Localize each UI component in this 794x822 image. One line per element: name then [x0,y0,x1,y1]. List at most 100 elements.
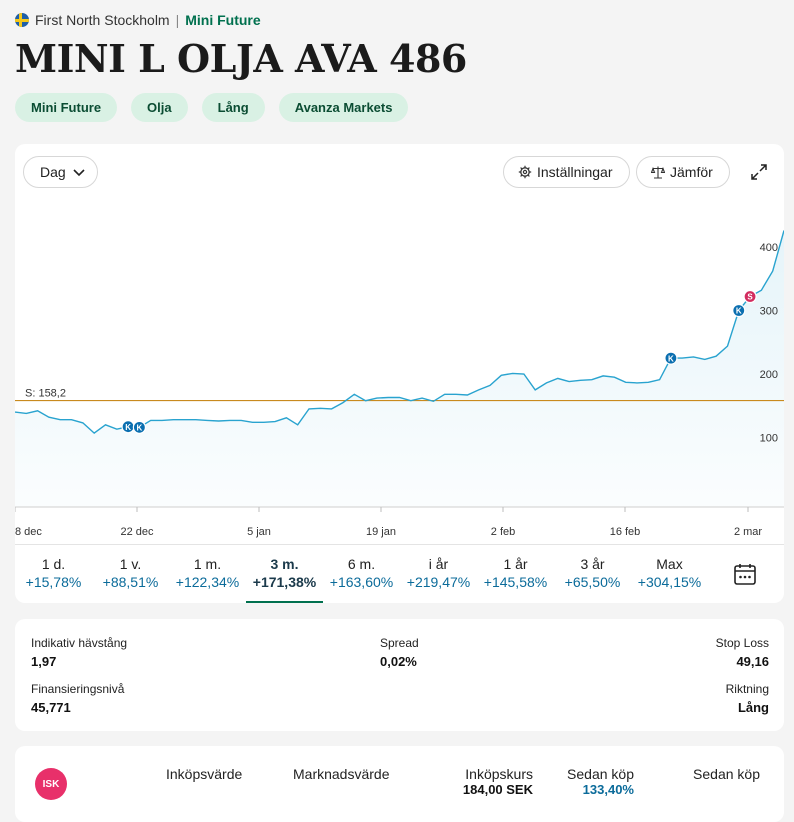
buy-marker: K [132,420,146,434]
period-value: +219,47% [406,574,471,590]
period-selector: 1 d. +15,78% 1 v. +88,51% 1 m. +122,34% 3 m… [15,544,784,603]
stop-loss-label: S: 158,2 [25,388,66,400]
buy-marker: K [732,303,746,318]
isk-badge: ISK [35,768,67,800]
marker-label: K [125,423,131,432]
period-value: +65,50% [564,574,621,590]
tag-lang[interactable]: Lång [201,93,265,122]
x-tick-label: 5 jan [247,526,271,538]
gear-icon [518,165,532,179]
purchase-price-label: Inköpskurs [465,766,533,782]
sell-marker: S [743,289,757,304]
purchase-value-col: Inköpsvärde [166,766,242,782]
period-max[interactable]: Max +304,15% [631,545,708,603]
y-tick-label: 300 [760,306,778,318]
x-tick-label: 22 dec [120,526,154,538]
since-buy-label: Sedan köp [693,766,760,782]
market-value-label: Marknadsvärde [293,766,390,782]
purchase-value-label: Inköpsvärde [166,766,243,782]
marker-label: S [747,293,753,302]
compare-label: Jämför [670,164,713,180]
since-buy-pct-col: Sedan köp 133,40% [555,766,634,798]
period-1d[interactable]: 1 d. +15,78% [15,545,92,603]
expand-icon[interactable] [749,162,769,182]
settings-label: Inställningar [537,164,613,180]
calendar-icon[interactable] [733,562,757,586]
breadcrumb-type[interactable]: Mini Future [185,12,261,28]
period-value: +304,15% [637,574,702,590]
x-tick-label: 19 jan [366,526,396,538]
x-tick-label: 2 mar [734,526,762,538]
marker-dot [732,303,746,318]
period-1y[interactable]: 1 år +145,58% [477,545,554,603]
chart-area-fill [15,230,784,507]
since-buy-pct-label: Sedan köp [567,766,634,782]
period-6m[interactable]: 6 m. +163,60% [323,545,400,603]
period-ytd[interactable]: i år +219,47% [400,545,477,603]
leverage-field: Indikativ hävstång 1,97 [31,635,127,671]
range-select[interactable]: Dag [23,156,98,188]
period-value: +163,60% [329,574,394,590]
period-3m[interactable]: 3 m. +171,38% [246,545,323,603]
period-1m[interactable]: 1 m. +122,34% [169,545,246,603]
purchase-price-value: 184,00 SEK [462,782,533,797]
financing-label: Finansieringsnivå [31,682,125,696]
period-value: +15,78% [25,574,82,590]
financing-field: Finansieringsnivå 45,771 [31,681,124,717]
spread-value: 0,02% [380,654,417,669]
spread-field: Spread 0,02% [380,635,419,671]
marker-dot [132,420,146,434]
breadcrumb: First North Stockholm | Mini Future [15,12,261,28]
since-buy-pct-value: 133,40% [582,782,634,797]
purchase-price-col: Inköpskurs 184,00 SEK [445,766,533,798]
tag-olja[interactable]: Olja [131,93,188,122]
financing-value: 45,771 [31,700,71,715]
period-label: 1 v. [119,556,142,572]
direction-label: Riktning [725,682,769,696]
x-tick-label: 16 feb [610,526,641,538]
x-tick-label: 8 dec [15,526,42,538]
instrument-info-card: Indikativ hävstång 1,97 Spread 0,02% Sto… [15,619,784,731]
period-label: 1 d. [41,556,66,572]
breadcrumb-market[interactable]: First North Stockholm [35,12,170,28]
period-label: 3 år [580,556,605,572]
page-title: MINI L OLJA AVA 486 [15,36,467,81]
market-value-col: Marknadsvärde [293,766,390,782]
period-label: 1 m. [193,556,222,572]
period-1v[interactable]: 1 v. +88,51% [92,545,169,603]
tag-list: Mini Future Olja Lång Avanza Markets [15,93,409,122]
tag-mini-future[interactable]: Mini Future [15,93,118,122]
y-tick-label: 200 [760,369,778,381]
period-label: Max [656,556,683,572]
period-label: 1 år [503,556,528,572]
direction-field: Riktning Lång [726,681,769,717]
marker-label: K [668,354,674,363]
marker-dot [664,351,678,365]
chevron-down-icon [73,169,85,177]
marker-dot [743,289,757,304]
buy-marker: K [121,420,135,434]
stoploss-label: Stop Loss [715,636,769,650]
buy-marker: K [664,351,678,365]
settings-button[interactable]: Inställningar [503,156,630,188]
period-label: 3 m. [270,556,299,572]
leverage-value: 1,97 [31,654,57,669]
breadcrumb-separator: | [175,12,180,28]
range-select-label: Dag [40,164,66,180]
period-label: i år [428,556,449,572]
period-value: +145,58% [483,574,548,590]
period-value: +171,38% [252,574,317,590]
stoploss-field: Stop Loss 49,16 [716,635,769,671]
period-value: +88,51% [102,574,159,590]
period-3y[interactable]: 3 år +65,50% [554,545,631,603]
spread-label: Spread [380,636,419,650]
tag-avanza-markets[interactable]: Avanza Markets [278,93,409,122]
compare-button[interactable]: Jämför [636,156,730,188]
stoploss-value: 49,16 [736,654,769,669]
y-tick-label: 400 [760,242,778,254]
marker-label: K [736,307,742,316]
period-value: +122,34% [175,574,240,590]
direction-value: Lång [737,700,769,715]
